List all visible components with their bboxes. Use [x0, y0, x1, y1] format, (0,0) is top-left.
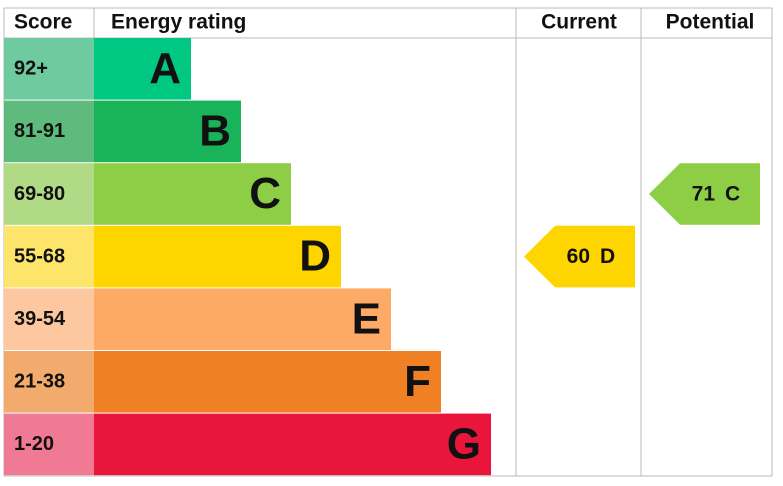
band-letter: C	[249, 169, 281, 218]
band-bar	[94, 413, 491, 476]
header-potential: Potential	[666, 11, 755, 34]
score-cell	[4, 163, 94, 225]
current-value: 60	[567, 245, 590, 268]
band-bar	[94, 351, 441, 413]
band-letter: D	[299, 232, 331, 281]
score-cell	[4, 100, 94, 163]
score-cell	[4, 351, 94, 413]
band-letter: E	[352, 294, 381, 343]
potential-arrow	[649, 163, 760, 225]
score-cell	[4, 413, 94, 476]
potential-value: 71	[692, 183, 716, 206]
band-bar	[94, 100, 241, 163]
score-range: 69-80	[14, 183, 65, 205]
band-letter: F	[404, 357, 431, 406]
score-range: 81-91	[14, 120, 65, 142]
band-letter: G	[447, 420, 481, 469]
current-arrow	[524, 225, 635, 288]
score-range: 1-20	[14, 433, 54, 455]
current-rating: D	[600, 245, 615, 268]
score-range: 39-54	[14, 308, 66, 330]
header-current: Current	[541, 11, 617, 34]
score-range: 21-38	[14, 371, 65, 393]
potential-rating: C	[725, 183, 740, 206]
header-score: Score	[14, 11, 72, 34]
band-letter: B	[199, 107, 231, 156]
score-cell	[4, 225, 94, 288]
band-bar	[94, 225, 341, 288]
band-letter: A	[149, 44, 181, 93]
band-bar	[94, 38, 191, 100]
band-bar	[94, 288, 391, 350]
score-range: 92+	[14, 58, 48, 80]
band-bar	[94, 163, 291, 225]
score-range: 55-68	[14, 245, 65, 267]
header-rating: Energy rating	[111, 11, 246, 34]
score-cell	[4, 38, 94, 100]
score-cell	[4, 288, 94, 350]
